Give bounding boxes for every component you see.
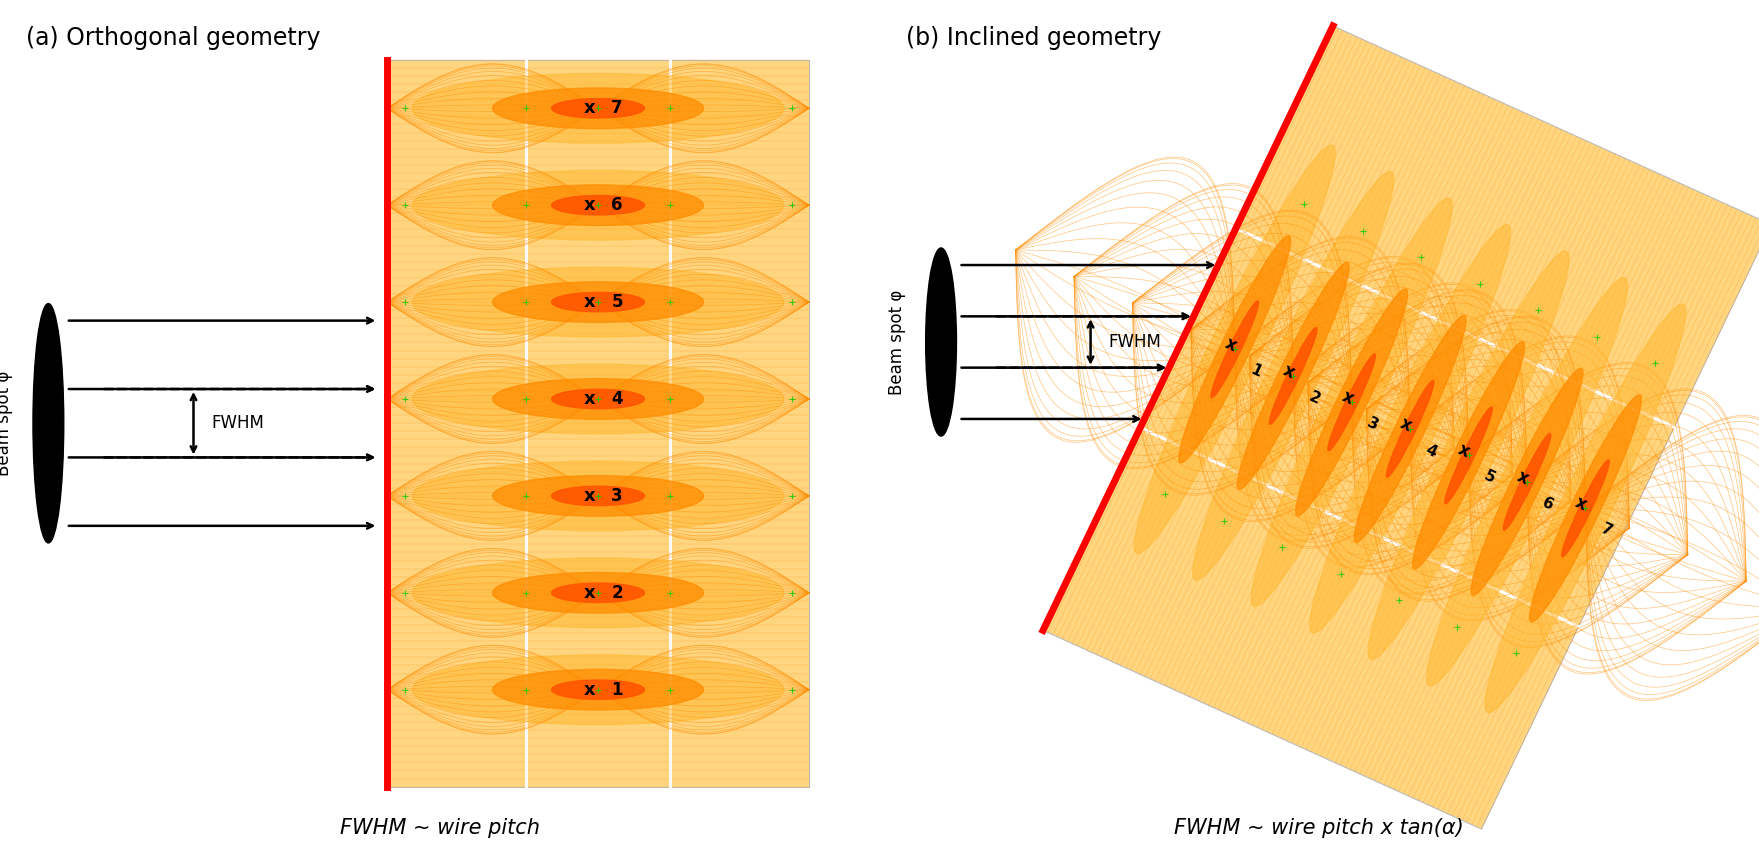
Ellipse shape: [552, 389, 644, 409]
Text: Beam spot φ: Beam spot φ: [0, 370, 14, 476]
Ellipse shape: [493, 475, 704, 516]
Ellipse shape: [1485, 304, 1685, 712]
Text: x: x: [1223, 334, 1238, 356]
Ellipse shape: [552, 680, 644, 699]
Ellipse shape: [552, 292, 644, 312]
Ellipse shape: [412, 655, 785, 724]
Text: 2: 2: [610, 584, 623, 602]
Ellipse shape: [1237, 262, 1349, 489]
Text: x: x: [584, 390, 595, 408]
Text: FWHM: FWHM: [1108, 333, 1161, 351]
Text: x: x: [584, 486, 595, 505]
Ellipse shape: [1328, 354, 1376, 451]
Ellipse shape: [1354, 315, 1465, 542]
Ellipse shape: [1530, 395, 1641, 622]
Text: (a) Orthogonal geometry: (a) Orthogonal geometry: [26, 26, 320, 50]
Ellipse shape: [493, 573, 704, 613]
Ellipse shape: [493, 379, 704, 419]
Text: 4: 4: [610, 390, 623, 408]
Text: 2: 2: [1307, 389, 1323, 407]
Text: FWHM ~ wire pitch x tan(α): FWHM ~ wire pitch x tan(α): [1175, 818, 1463, 838]
Ellipse shape: [1179, 236, 1291, 463]
Ellipse shape: [412, 170, 785, 240]
Ellipse shape: [1296, 289, 1407, 516]
Ellipse shape: [1210, 301, 1258, 398]
Ellipse shape: [33, 304, 63, 543]
Text: 7: 7: [610, 99, 623, 117]
Text: x: x: [584, 99, 595, 117]
Text: 1: 1: [1247, 363, 1263, 380]
Ellipse shape: [1193, 172, 1393, 580]
Text: 3: 3: [610, 486, 623, 505]
Ellipse shape: [1504, 433, 1551, 530]
Text: 1: 1: [610, 681, 623, 699]
Ellipse shape: [493, 185, 704, 226]
Text: FWHM ~ wire pitch: FWHM ~ wire pitch: [339, 818, 540, 838]
Text: FWHM: FWHM: [211, 414, 264, 433]
Text: 5: 5: [1481, 469, 1497, 486]
Text: x: x: [584, 681, 595, 699]
Text: x: x: [1455, 440, 1472, 462]
Ellipse shape: [552, 486, 644, 505]
Ellipse shape: [1251, 198, 1453, 606]
Ellipse shape: [552, 583, 644, 603]
Ellipse shape: [412, 74, 785, 143]
Text: x: x: [584, 196, 595, 215]
Ellipse shape: [1471, 369, 1583, 595]
Ellipse shape: [1270, 327, 1317, 424]
Text: x: x: [1514, 467, 1532, 488]
Ellipse shape: [1369, 251, 1569, 659]
Ellipse shape: [1412, 342, 1525, 569]
Text: 5: 5: [610, 293, 623, 311]
Text: x: x: [1339, 387, 1356, 409]
Polygon shape: [387, 60, 809, 787]
Polygon shape: [1043, 26, 1759, 829]
Ellipse shape: [1562, 460, 1609, 557]
Text: 7: 7: [1599, 522, 1615, 540]
Ellipse shape: [493, 88, 704, 128]
Text: x: x: [1573, 493, 1590, 515]
Text: 6: 6: [610, 196, 623, 215]
Ellipse shape: [1135, 145, 1335, 553]
Text: x: x: [1397, 414, 1414, 435]
Text: x: x: [1281, 361, 1298, 382]
Text: 4: 4: [1423, 442, 1439, 460]
Ellipse shape: [412, 268, 785, 337]
Text: x: x: [584, 293, 595, 311]
Ellipse shape: [1310, 225, 1511, 633]
Ellipse shape: [412, 558, 785, 628]
Ellipse shape: [1427, 278, 1627, 686]
Text: 3: 3: [1365, 416, 1381, 433]
Text: (b) Inclined geometry: (b) Inclined geometry: [906, 26, 1161, 50]
Text: Beam spot φ: Beam spot φ: [888, 289, 906, 395]
Ellipse shape: [925, 248, 957, 436]
Text: 6: 6: [1541, 495, 1557, 513]
Ellipse shape: [552, 196, 644, 215]
Ellipse shape: [1444, 407, 1492, 504]
Ellipse shape: [412, 461, 785, 531]
Ellipse shape: [412, 364, 785, 433]
Ellipse shape: [493, 669, 704, 710]
Ellipse shape: [1386, 380, 1434, 477]
Text: x: x: [584, 584, 595, 602]
Ellipse shape: [493, 282, 704, 322]
Ellipse shape: [552, 98, 644, 118]
